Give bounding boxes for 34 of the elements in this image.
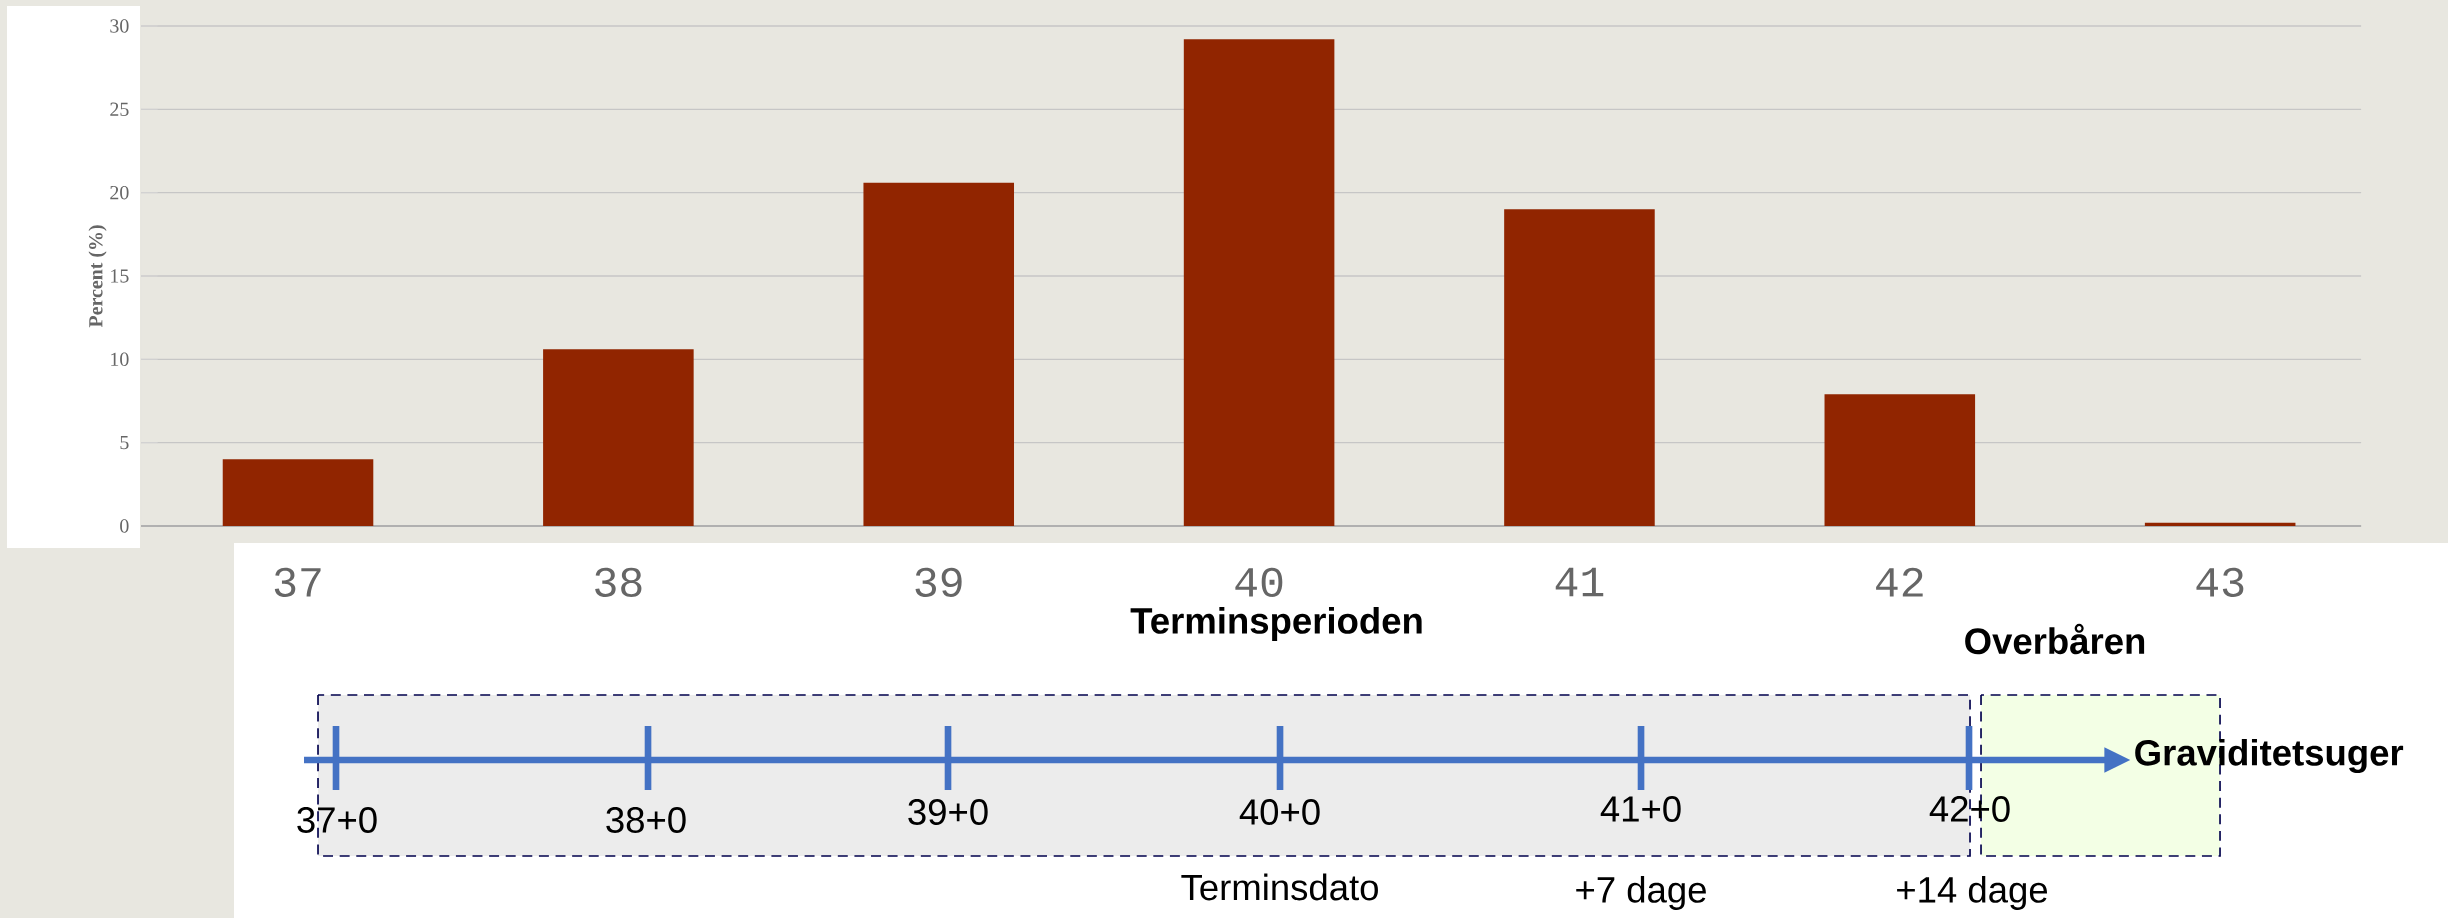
- y-tick-label: 0: [120, 519, 129, 533]
- bar: [222, 459, 374, 526]
- text: Graviditetsuger: [2135, 738, 2404, 774]
- bar: [2144, 522, 2296, 526]
- text: 40+0: [1239, 799, 1320, 825]
- y-tick-label: 25: [110, 102, 129, 117]
- bar: [1183, 39, 1335, 526]
- x-tick-label: 37: [274, 567, 321, 597]
- x-tick-label: 43: [2196, 567, 2244, 597]
- text: 41+0: [1600, 796, 1681, 822]
- y-tick-label: 10: [111, 352, 129, 367]
- x-tick-label: 42: [1876, 567, 1923, 597]
- text: 38+0: [606, 807, 686, 833]
- x-tick-label: 41: [1555, 567, 1604, 597]
- bar: [863, 182, 1015, 526]
- text: 39+0: [908, 799, 988, 825]
- y-tick-label: 5: [120, 435, 129, 450]
- text: +14 dage: [1897, 875, 2048, 910]
- text: 37+0: [297, 807, 377, 833]
- bar: [1824, 394, 1976, 526]
- text: Terminsdato: [1181, 873, 1378, 901]
- x-tick-label: 40: [1235, 567, 1283, 597]
- bar: [1504, 209, 1655, 526]
- text: Terminsperioden: [1130, 606, 1422, 641]
- text: +7 dage: [1576, 875, 1706, 910]
- y-tick-label: 15: [111, 269, 129, 283]
- y-axis-title: Percent (%): [88, 225, 107, 328]
- text: Overbåren: [1965, 623, 2145, 655]
- x-tick-label: 39: [915, 567, 962, 597]
- y-tick-label: 20: [110, 185, 129, 200]
- text: 42+0: [1929, 796, 2010, 822]
- bar: [543, 349, 694, 526]
- x-tick-label: 38: [595, 567, 642, 597]
- y-tick-label: 30: [110, 19, 129, 33]
